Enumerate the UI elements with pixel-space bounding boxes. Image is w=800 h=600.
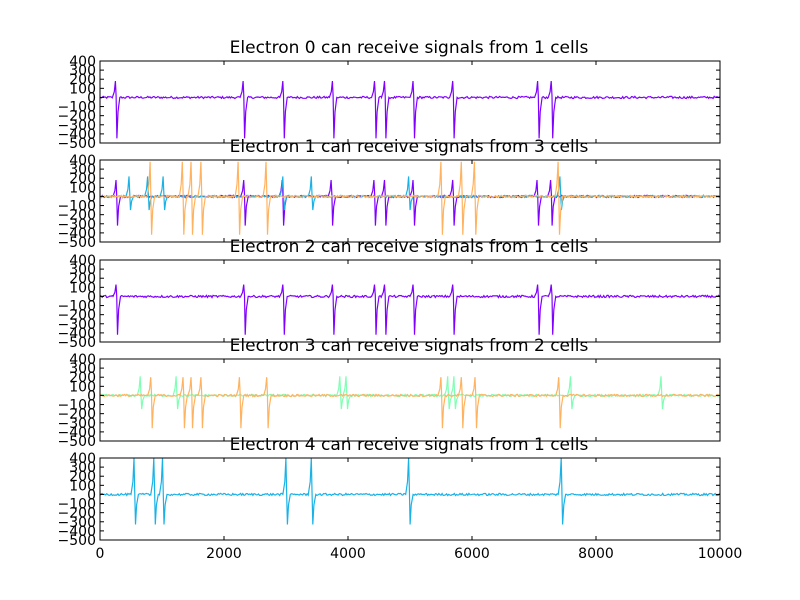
subplot-title: Electron 0 can receive signals from 1 ce… (230, 38, 589, 58)
y-tick-label: 0 (87, 189, 96, 205)
y-tick-label: −100 (58, 497, 96, 513)
y-tick-label: −400 (58, 425, 96, 441)
series-line-2 (100, 161, 720, 235)
series-line-0 (100, 376, 720, 410)
y-tick-label: 400 (69, 54, 96, 70)
y-tick-label: 200 (69, 72, 96, 88)
y-tick-label: −300 (58, 118, 96, 134)
y-tick-label: 100 (69, 81, 96, 97)
y-tick-label: −500 (58, 533, 96, 549)
series-line-0 (100, 80, 720, 139)
x-tick-label: 10000 (698, 546, 743, 562)
series-line-0 (100, 284, 720, 335)
y-tick-label: −200 (58, 407, 96, 423)
y-tick-label: −500 (58, 434, 96, 450)
y-tick-label: 400 (69, 153, 96, 169)
y-tick-label: −200 (58, 506, 96, 522)
x-tick-label: 4000 (330, 546, 366, 562)
y-tick-label: 0 (87, 388, 96, 404)
y-tick-label: −300 (58, 217, 96, 233)
y-tick-label: 200 (69, 370, 96, 386)
y-tick-label: −100 (58, 398, 96, 414)
y-tick-label: 100 (69, 478, 96, 494)
y-tick-label: −500 (58, 335, 96, 351)
y-tick-label: −100 (58, 199, 96, 215)
x-tick-label: 6000 (454, 546, 490, 562)
subplot-2: 4003002001000−100−200−300−400−500Electro… (58, 237, 721, 351)
y-tick-label: −300 (58, 515, 96, 531)
y-tick-label: −400 (58, 326, 96, 342)
y-tick-label: 200 (69, 171, 96, 187)
plot-frame (99, 358, 721, 442)
subplot-title: Electron 1 can receive signals from 3 ce… (230, 137, 589, 157)
x-tick-label: 8000 (578, 546, 614, 562)
y-tick-label: 100 (69, 280, 96, 296)
plot-frame (99, 259, 721, 343)
series-line-1 (100, 176, 720, 211)
series-line-1 (100, 377, 720, 429)
plot-frame (99, 159, 721, 243)
subplot-title: Electron 2 can receive signals from 1 ce… (230, 237, 589, 257)
y-tick-label: 400 (69, 352, 96, 368)
y-tick-label: −200 (58, 109, 96, 125)
y-tick-label: −400 (58, 127, 96, 143)
subplot-title: Electron 3 can receive signals from 2 ce… (230, 336, 589, 356)
y-tick-label: 400 (69, 451, 96, 467)
y-tick-label: −500 (58, 136, 96, 152)
x-tick-label: 0 (96, 546, 105, 562)
y-tick-label: 200 (69, 271, 96, 287)
y-tick-label: 0 (87, 487, 96, 503)
plot-frame (99, 60, 721, 144)
y-tick-label: 300 (69, 162, 96, 178)
y-tick-label: 300 (69, 63, 96, 79)
y-tick-label: −200 (58, 308, 96, 324)
y-tick-label: −300 (58, 317, 96, 333)
subplot-1: 4003002001000−100−200−300−400−500Electro… (58, 137, 721, 251)
series-line-0 (100, 458, 720, 525)
x-tick-label: 2000 (206, 546, 242, 562)
y-tick-label: −400 (58, 226, 96, 242)
y-tick-label: −100 (58, 299, 96, 315)
subplot-title: Electron 4 can receive signals from 1 ce… (230, 435, 589, 455)
y-tick-label: 100 (69, 180, 96, 196)
y-tick-label: 300 (69, 262, 96, 278)
y-tick-label: −200 (58, 208, 96, 224)
y-tick-label: −100 (58, 100, 96, 116)
y-tick-label: 0 (87, 90, 96, 106)
y-tick-label: 200 (69, 469, 96, 485)
y-tick-label: −400 (58, 524, 96, 540)
y-tick-label: 300 (69, 460, 96, 476)
y-tick-label: −300 (58, 416, 96, 432)
y-tick-label: 100 (69, 379, 96, 395)
subplot-3: 4003002001000−100−200−300−400−500Electro… (58, 336, 721, 450)
y-tick-label: 300 (69, 361, 96, 377)
y-tick-label: 400 (69, 253, 96, 269)
y-tick-label: 0 (87, 289, 96, 305)
y-tick-label: −500 (58, 235, 96, 251)
plot-frame (99, 457, 721, 541)
